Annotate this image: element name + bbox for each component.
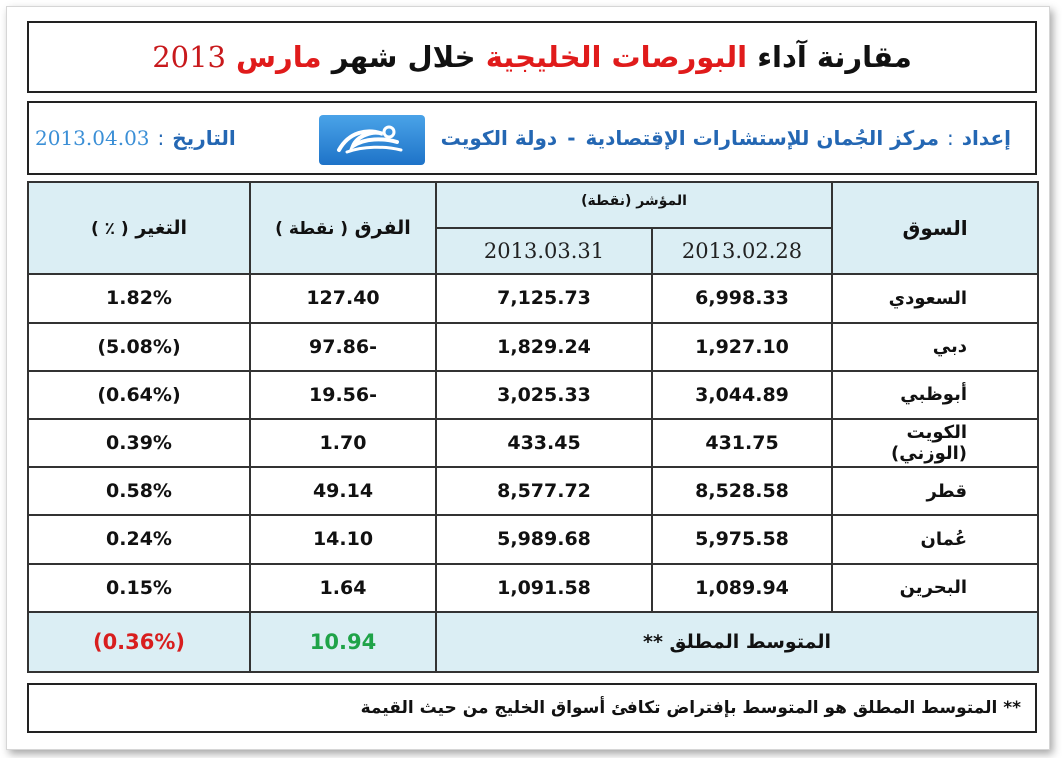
row-market: البحرين xyxy=(831,562,1040,613)
jumaan-logo-icon xyxy=(319,115,425,165)
header-date-1: 2013.02.28 xyxy=(651,227,834,276)
row-change: (5.08%) xyxy=(27,321,251,372)
row-diff: 14.10 xyxy=(249,514,437,565)
row-market: الكويت (الوزني) xyxy=(831,417,1040,469)
header-market: السوق xyxy=(831,180,1040,276)
table-row: قطر 8,528.58 8,577.72 49.14 0.58% xyxy=(27,466,1040,517)
row-change: (0.64%) xyxy=(27,369,251,420)
row-value-1: 431.75 xyxy=(651,417,834,469)
table-row: السعودي 6,998.33 7,125.73 127.40 1.82% xyxy=(27,273,1040,324)
row-value-2: 5,989.68 xyxy=(434,514,654,565)
row-change: 0.39% xyxy=(27,417,251,469)
row-change: 0.24% xyxy=(27,514,251,565)
table-row: أبوظبي 3,044.89 3,025.33 19.56- (0.64%) xyxy=(27,369,1040,420)
prep-label: إعداد xyxy=(961,126,1011,150)
title-month: مارس xyxy=(236,40,322,74)
row-change: 0.15% xyxy=(27,562,251,613)
row-market: عُمان xyxy=(831,514,1040,565)
prep-separator: - xyxy=(567,126,576,150)
row-value-1: 8,528.58 xyxy=(651,466,834,517)
title-year: 2013 xyxy=(152,40,227,74)
row-value-2: 3,025.33 xyxy=(434,369,654,420)
date-label: التاريخ xyxy=(172,126,236,150)
prepared-by: إعداد : مركز الجُمان للإستشارات الإقتصاد… xyxy=(441,103,1011,173)
markets-table: السوق المؤشر (نقطة) الفرق ( نقطة ) التغي… xyxy=(27,180,1040,674)
row-diff: 1.70 xyxy=(249,417,437,469)
header-diff-unit: ( نقطة ) xyxy=(275,219,349,240)
average-diff: 10.94 xyxy=(249,610,437,674)
header-change: التغير ( ٪ ) xyxy=(27,180,251,276)
row-value-1: 3,044.89 xyxy=(651,369,834,420)
row-market: أبوظبي xyxy=(831,369,1040,420)
row-diff: 1.64 xyxy=(249,562,437,613)
header-change-label: التغير xyxy=(135,217,188,240)
header-diff: الفرق ( نقطة ) xyxy=(249,180,437,276)
date-colon: : xyxy=(157,126,165,150)
row-value-2: 8,577.72 xyxy=(434,466,654,517)
report-sheet: مقارنة آداء البورصات الخليجية خلال شهر م… xyxy=(6,6,1050,750)
row-value-2: 1,091.58 xyxy=(434,562,654,613)
row-value-2: 1,829.24 xyxy=(434,321,654,372)
row-diff: 49.14 xyxy=(249,466,437,517)
footnote-text: ** المتوسط المطلق هو المتوسط بإفتراض تكا… xyxy=(360,698,1021,718)
header-date-2: 2013.03.31 xyxy=(434,227,654,276)
table-row: الكويت (الوزني) 431.75 433.45 1.70 0.39% xyxy=(27,417,1040,469)
report-date: التاريخ : 2013.04.03 xyxy=(35,103,236,173)
title-part2: البورصات الخليجية xyxy=(485,40,748,74)
title-part3: خلال شهر xyxy=(331,40,476,74)
row-diff: 127.40 xyxy=(249,273,437,324)
average-row: المتوسط المطلق ** 10.94 (0.36%) xyxy=(27,610,1040,674)
row-value-1: 5,975.58 xyxy=(651,514,834,565)
row-value-2: 433.45 xyxy=(434,417,654,469)
row-change: 1.82% xyxy=(27,273,251,324)
prep-colon: : xyxy=(947,126,954,150)
row-value-1: 6,998.33 xyxy=(651,273,834,324)
report-title: مقارنة آداء البورصات الخليجية خلال شهر م… xyxy=(27,21,1037,93)
row-change: 0.58% xyxy=(27,466,251,517)
average-label: المتوسط المطلق ** xyxy=(434,610,1040,674)
row-value-1: 1,927.10 xyxy=(651,321,834,372)
row-value-2: 7,125.73 xyxy=(434,273,654,324)
header-change-unit: ( ٪ ) xyxy=(90,219,129,240)
date-value: 2013.04.03 xyxy=(35,126,150,150)
table-row: عُمان 5,975.58 5,989.68 14.10 0.24% xyxy=(27,514,1040,565)
row-market: السعودي xyxy=(831,273,1040,324)
title-part1: مقارنة آداء xyxy=(757,40,912,74)
row-diff: 19.56- xyxy=(249,369,437,420)
table-row: البحرين 1,089.94 1,091.58 1.64 0.15% xyxy=(27,562,1040,613)
average-change: (0.36%) xyxy=(27,610,251,674)
header-diff-label: الفرق xyxy=(354,217,411,240)
header-index: المؤشر (نقطة) xyxy=(434,180,834,230)
info-bar: إعداد : مركز الجُمان للإستشارات الإقتصاد… xyxy=(27,101,1037,175)
row-market: دبي xyxy=(831,321,1040,372)
prep-text: مركز الجُمان للإستشارات الإقتصادية xyxy=(585,126,940,150)
row-market: قطر xyxy=(831,466,1040,517)
prep-country: دولة الكويت xyxy=(440,126,558,150)
table-row: دبي 1,927.10 1,829.24 97.86- (5.08%) xyxy=(27,321,1040,372)
footnote: ** المتوسط المطلق هو المتوسط بإفتراض تكا… xyxy=(27,683,1037,733)
row-diff: 97.86- xyxy=(249,321,437,372)
row-value-1: 1,089.94 xyxy=(651,562,834,613)
